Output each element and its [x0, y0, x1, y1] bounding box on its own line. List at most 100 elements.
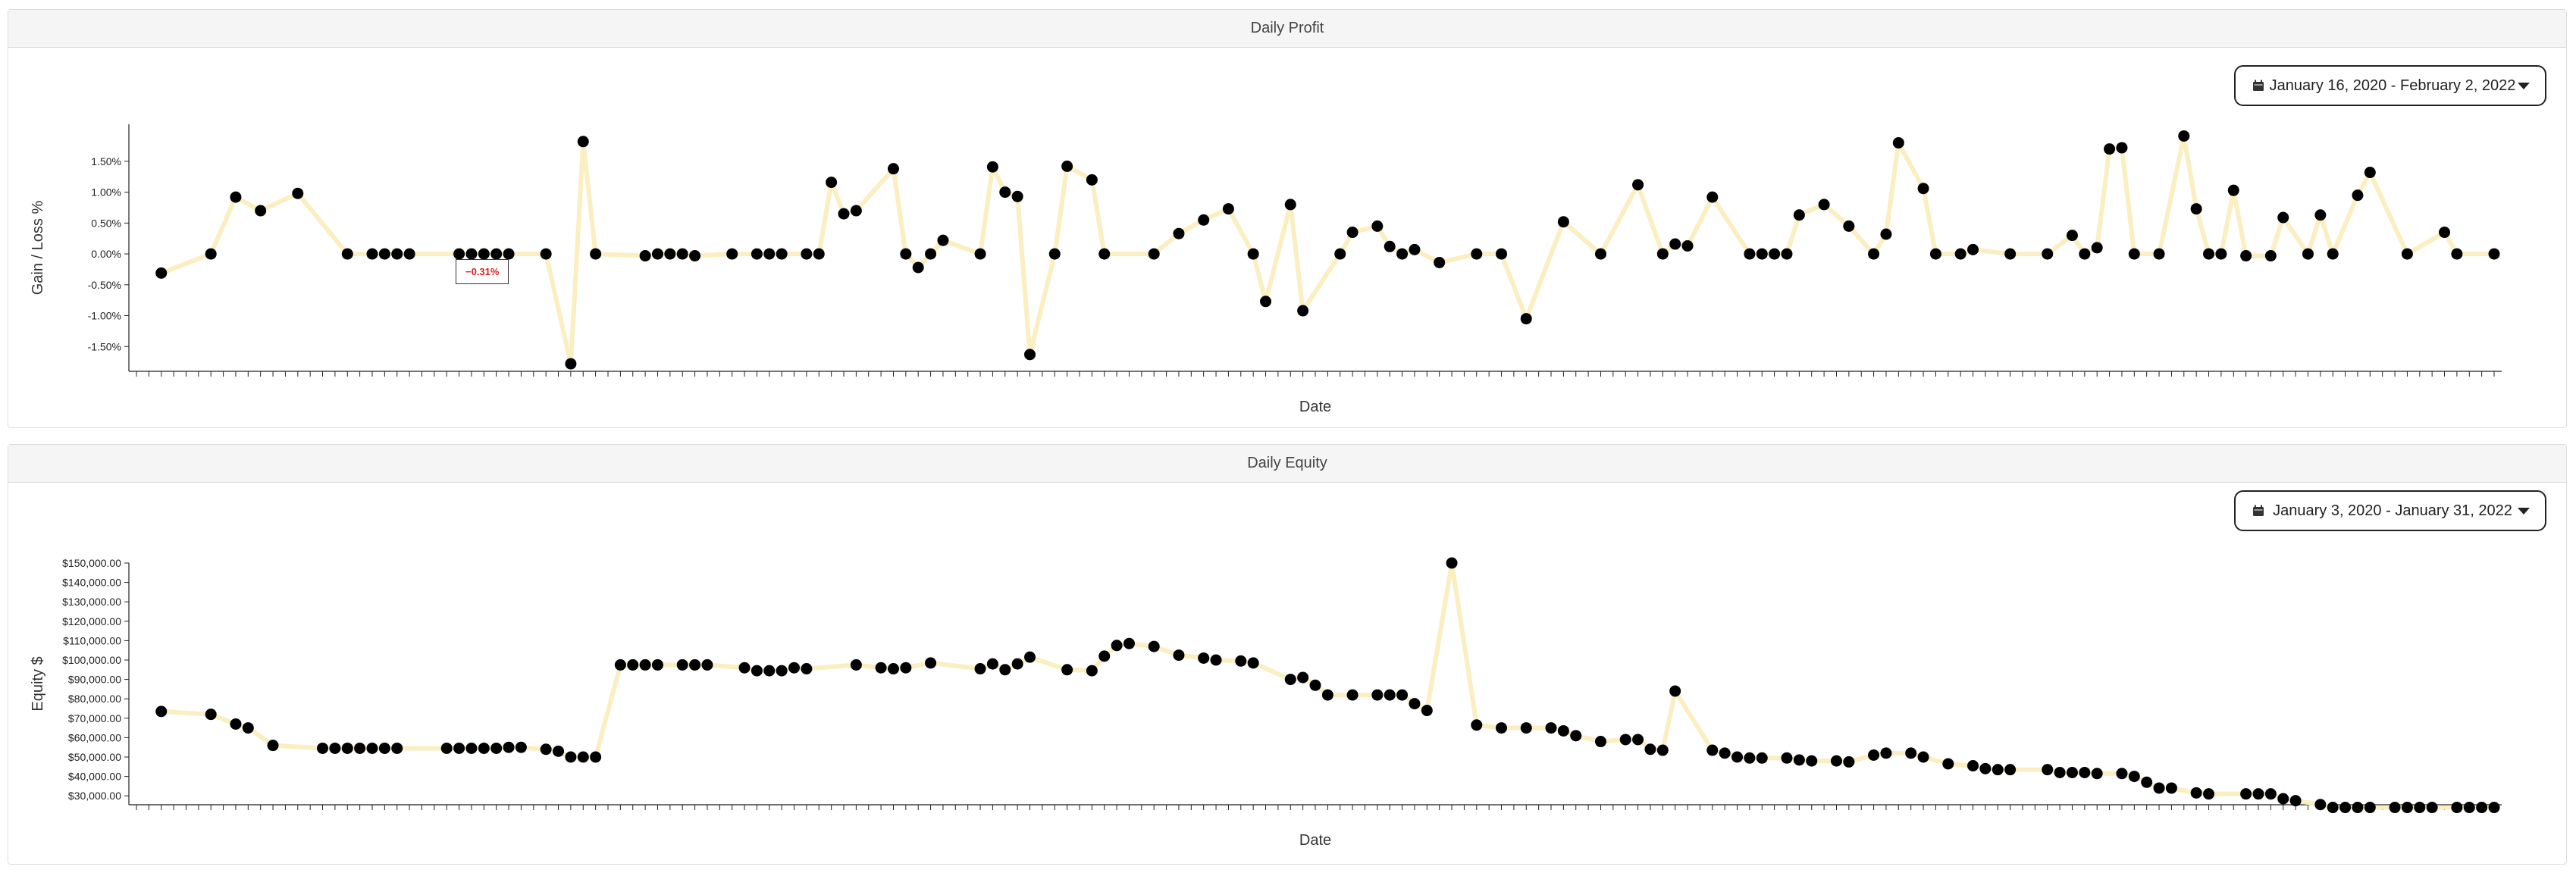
y-tick-label: $60,000.00 — [68, 731, 121, 743]
data-point — [1594, 736, 1606, 748]
data-point — [1917, 183, 1929, 195]
data-point — [2401, 248, 2413, 260]
data-point — [230, 718, 242, 730]
data-point — [577, 751, 589, 763]
data-point — [1880, 228, 1892, 240]
data-point — [1570, 730, 1582, 742]
data-point — [1594, 248, 1606, 260]
data-point — [850, 205, 862, 217]
data-point — [2104, 143, 2116, 155]
data-point — [2079, 248, 2091, 260]
data-point — [1656, 744, 1669, 756]
data-point — [1669, 685, 1681, 697]
data-point — [1346, 689, 1359, 701]
y-axis-title: Gain / Loss % — [30, 201, 46, 296]
series-line — [160, 133, 2494, 367]
data-point — [1321, 689, 1333, 701]
y-tick-label: -1.00% — [88, 310, 121, 322]
data-point — [2463, 802, 2475, 814]
data-point — [2451, 802, 2463, 814]
data-point — [1024, 349, 1036, 361]
data-point — [1632, 734, 1644, 746]
data-point — [2153, 782, 2165, 794]
data-point — [503, 248, 515, 260]
data-point — [205, 709, 217, 721]
data-point — [1520, 313, 1532, 325]
data-point — [1396, 248, 1409, 260]
data-point — [2488, 802, 2500, 814]
data-point — [1198, 652, 1210, 664]
data-point — [676, 248, 688, 260]
data-point — [788, 662, 801, 674]
data-point — [2091, 768, 2103, 780]
y-tick-label: -1.50% — [88, 340, 121, 352]
data-point — [1396, 689, 1409, 701]
data-point — [2141, 776, 2153, 788]
y-tick-label: $130,000.00 — [62, 596, 121, 608]
data-point — [2004, 764, 2017, 776]
data-point — [937, 234, 949, 246]
data-point — [900, 248, 912, 260]
caret-down-icon[interactable] — [2518, 507, 2530, 515]
data-point — [1471, 248, 1483, 260]
data-point — [1632, 179, 1644, 191]
data-point — [974, 663, 986, 675]
date-range-picker[interactable]: January 3, 2020 - January 31, 2022 — [2234, 490, 2546, 531]
daily-profit-panel: Daily Profit January 16, 2020 - February… — [8, 9, 2567, 428]
y-tick-label: $50,000.00 — [68, 751, 121, 763]
data-point — [2116, 142, 2128, 154]
data-point — [1148, 640, 1160, 652]
data-point — [2289, 795, 2302, 807]
x-axis-title: Date — [1299, 399, 1331, 415]
caret-down-icon[interactable] — [2518, 82, 2530, 89]
data-point — [887, 663, 899, 675]
data-point — [2414, 802, 2426, 814]
date-range-picker[interactable]: January 16, 2020 - February 2, 2022 — [2234, 65, 2546, 106]
data-point — [2327, 802, 2339, 814]
data-point — [1434, 256, 1446, 268]
data-point — [1979, 762, 1992, 774]
data-point — [565, 751, 577, 763]
data-point — [2079, 766, 2091, 778]
data-point — [391, 248, 403, 260]
data-point — [465, 742, 478, 754]
data-point — [553, 745, 565, 757]
data-point — [1744, 248, 1756, 260]
data-point — [1656, 248, 1669, 260]
data-point — [2302, 248, 2314, 260]
data-point — [2042, 764, 2054, 776]
data-point — [1086, 174, 1098, 186]
data-point — [1830, 755, 1842, 767]
data-point — [1210, 654, 1222, 666]
data-point — [577, 136, 589, 148]
data-point — [565, 358, 577, 370]
data-point — [999, 186, 1011, 199]
data-point — [540, 248, 552, 260]
data-point — [1818, 199, 1830, 211]
data-point — [1011, 190, 1023, 202]
data-point — [2488, 248, 2500, 260]
data-point — [689, 659, 701, 671]
data-point — [1806, 755, 1818, 767]
data-point — [651, 659, 663, 671]
panel-title: Daily Profit — [8, 10, 2566, 48]
data-point — [925, 248, 937, 260]
y-tick-label: $100,000.00 — [62, 654, 121, 666]
data-point — [1011, 658, 1023, 670]
y-tick-label: $30,000.00 — [68, 790, 121, 802]
data-point — [925, 657, 937, 669]
data-point — [1644, 743, 1656, 756]
data-point — [1769, 248, 1781, 260]
data-point — [490, 742, 503, 754]
data-point — [403, 248, 415, 260]
data-point — [1967, 760, 1979, 772]
data-point — [590, 248, 602, 260]
data-point-tooltip: −0.31% — [456, 259, 509, 284]
data-point — [1967, 243, 1979, 255]
data-point — [1781, 752, 1793, 764]
data-point — [1719, 747, 1731, 759]
data-point — [1048, 248, 1061, 260]
data-point — [1309, 679, 1321, 691]
calendar-icon — [2252, 80, 2264, 92]
data-point — [2277, 793, 2289, 805]
